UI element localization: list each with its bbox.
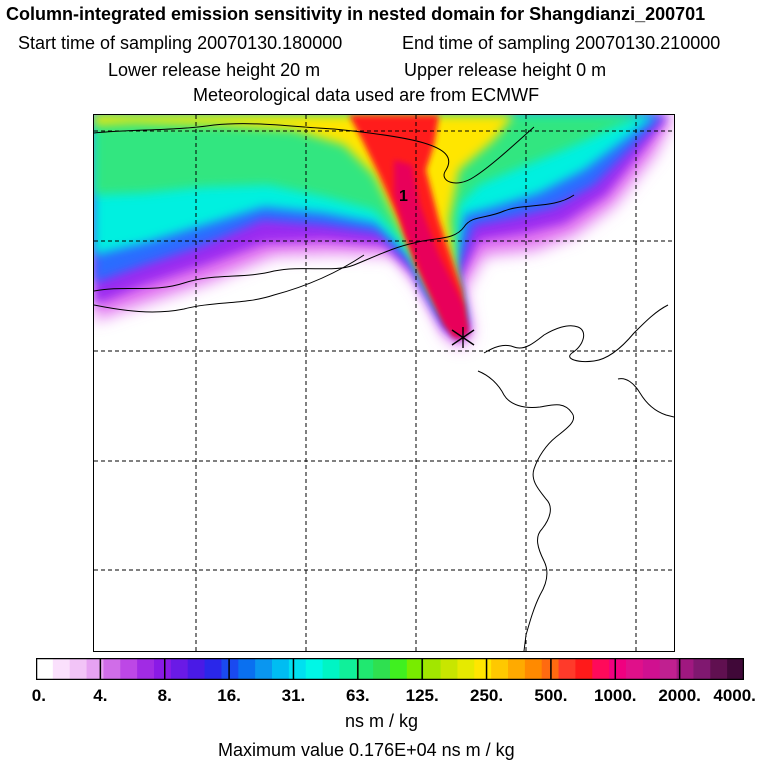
colorbar-tick-label: 1000.	[593, 686, 637, 705]
colorbar-cell	[154, 658, 172, 680]
colorbar-border	[36, 658, 744, 680]
colorbar-cell	[339, 658, 357, 680]
max-value-label: Maximum value 0.176E+04 ns m / kg	[218, 740, 515, 760]
colorbar-tick-label: 4000.	[713, 686, 756, 705]
colorbar-cell	[491, 658, 509, 680]
colorbar-tick-label: 63.	[345, 686, 370, 705]
contour-green	[94, 115, 644, 323]
colorbar-cell	[52, 658, 71, 680]
colorbar-cell	[693, 658, 711, 680]
colorbar-tick-label: 31.	[281, 686, 306, 705]
colorbar-cell	[524, 658, 543, 680]
colorbar-tick-marks	[99, 658, 681, 680]
colorbar-cell	[575, 658, 593, 680]
met-data-label: Meteorological data used are from ECMWF	[193, 85, 540, 105]
colorbar-cell	[36, 658, 54, 680]
colorbar-cell	[676, 658, 695, 680]
colorbar-unit-label: ns m / kg	[345, 711, 419, 731]
colorbar-cell	[170, 658, 189, 680]
colorbar-cell	[558, 658, 577, 680]
colorbar-cell	[423, 658, 442, 680]
colorbar-cell	[204, 658, 223, 680]
colorbar-cell	[710, 658, 728, 680]
colorbar-cell	[727, 658, 744, 680]
colorbar-cells	[36, 658, 744, 680]
colorbar-cell	[103, 658, 121, 680]
colorbar-tick-label: 16.	[217, 686, 241, 705]
colorbar-cell	[272, 658, 290, 680]
colorbar-tick-label: 500.	[534, 686, 568, 705]
colorbar-cell	[440, 658, 459, 680]
colorbar-tick-label: 4.	[93, 686, 108, 705]
colorbar-cell	[373, 658, 391, 680]
colorbar-cell	[508, 658, 526, 680]
colorbar-cell	[457, 658, 475, 680]
contour-core	[394, 160, 469, 340]
colorbar-tick-label: 125.	[405, 686, 439, 705]
lower-release-label: Lower release height 20 m	[108, 60, 321, 80]
sensitivity-map: 1	[93, 114, 675, 652]
colorbar-tick-label: 8.	[157, 686, 172, 705]
colorbar-cell	[406, 658, 425, 680]
colorbar-tick-label: 2000.	[658, 686, 701, 705]
colorbar-cell	[474, 658, 492, 680]
coastline	[94, 123, 674, 651]
colorbar	[36, 658, 744, 680]
colorbar-cell	[69, 658, 88, 680]
colorbar-cell	[659, 658, 678, 680]
colorbar-cell	[137, 658, 155, 680]
colorbar-cell	[390, 658, 408, 680]
colorbar-tick-label: 0.	[31, 686, 46, 705]
colorbar-cell	[86, 658, 105, 680]
colorbar-cell	[322, 658, 341, 680]
gridlines	[94, 115, 674, 651]
plot-title: Column-integrated emission sensitivity i…	[6, 4, 706, 24]
colorbar-cell	[238, 658, 256, 680]
receptor-marker	[451, 327, 475, 348]
colorbar-cell	[305, 658, 324, 680]
colorbar-cell	[626, 658, 644, 680]
colorbar-cell	[642, 658, 661, 680]
upper-release-label: Upper release height 0 m	[404, 60, 607, 80]
peak-label: 1	[399, 188, 408, 205]
colorbar-cell	[592, 658, 610, 680]
sensitivity-field	[94, 115, 674, 347]
colorbar-cell	[255, 658, 273, 680]
start-time-label: Start time of sampling 20070130.180000	[18, 33, 343, 53]
colorbar-cell	[187, 658, 206, 680]
end-time-label: End time of sampling 20070130.210000	[402, 33, 721, 53]
colorbar-cell	[120, 658, 138, 680]
colorbar-cell	[609, 658, 627, 680]
colorbar-cell	[356, 658, 374, 680]
colorbar-cell	[288, 658, 307, 680]
colorbar-tick-label: 250.	[469, 686, 504, 705]
colorbar-cell	[221, 658, 239, 680]
